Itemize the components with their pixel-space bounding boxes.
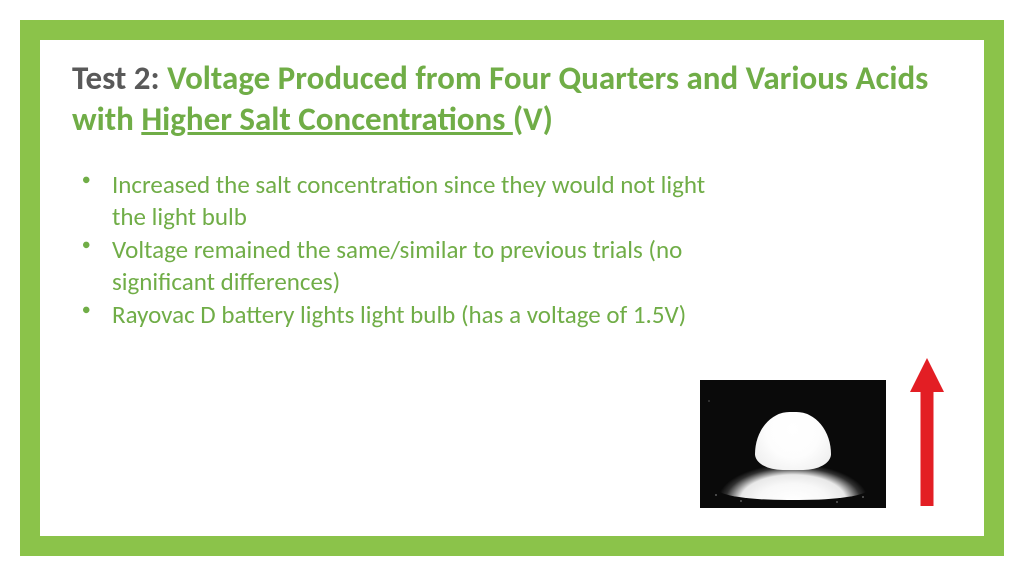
- arrow-head: [910, 358, 944, 392]
- list-item: Rayovac D battery lights light bulb (has…: [82, 299, 722, 332]
- slide-frame: Test 2: Voltage Produced from Four Quart…: [20, 20, 1004, 556]
- title-underline: Higher Salt Concentrations: [141, 99, 513, 139]
- title-main-2: (V): [513, 99, 553, 139]
- slide-title: Test 2: Voltage Produced from Four Quart…: [72, 58, 952, 141]
- salt-image: [700, 380, 886, 508]
- arrow-shaft: [921, 388, 934, 506]
- list-item: Voltage remained the same/similar to pre…: [82, 234, 722, 299]
- bullet-list: Increased the salt concentration since t…: [72, 169, 952, 332]
- up-arrow-icon: [910, 358, 944, 506]
- list-item: Increased the salt concentration since t…: [82, 169, 722, 234]
- salt-pile-peak: [755, 412, 831, 470]
- title-prefix: Test 2:: [72, 58, 160, 98]
